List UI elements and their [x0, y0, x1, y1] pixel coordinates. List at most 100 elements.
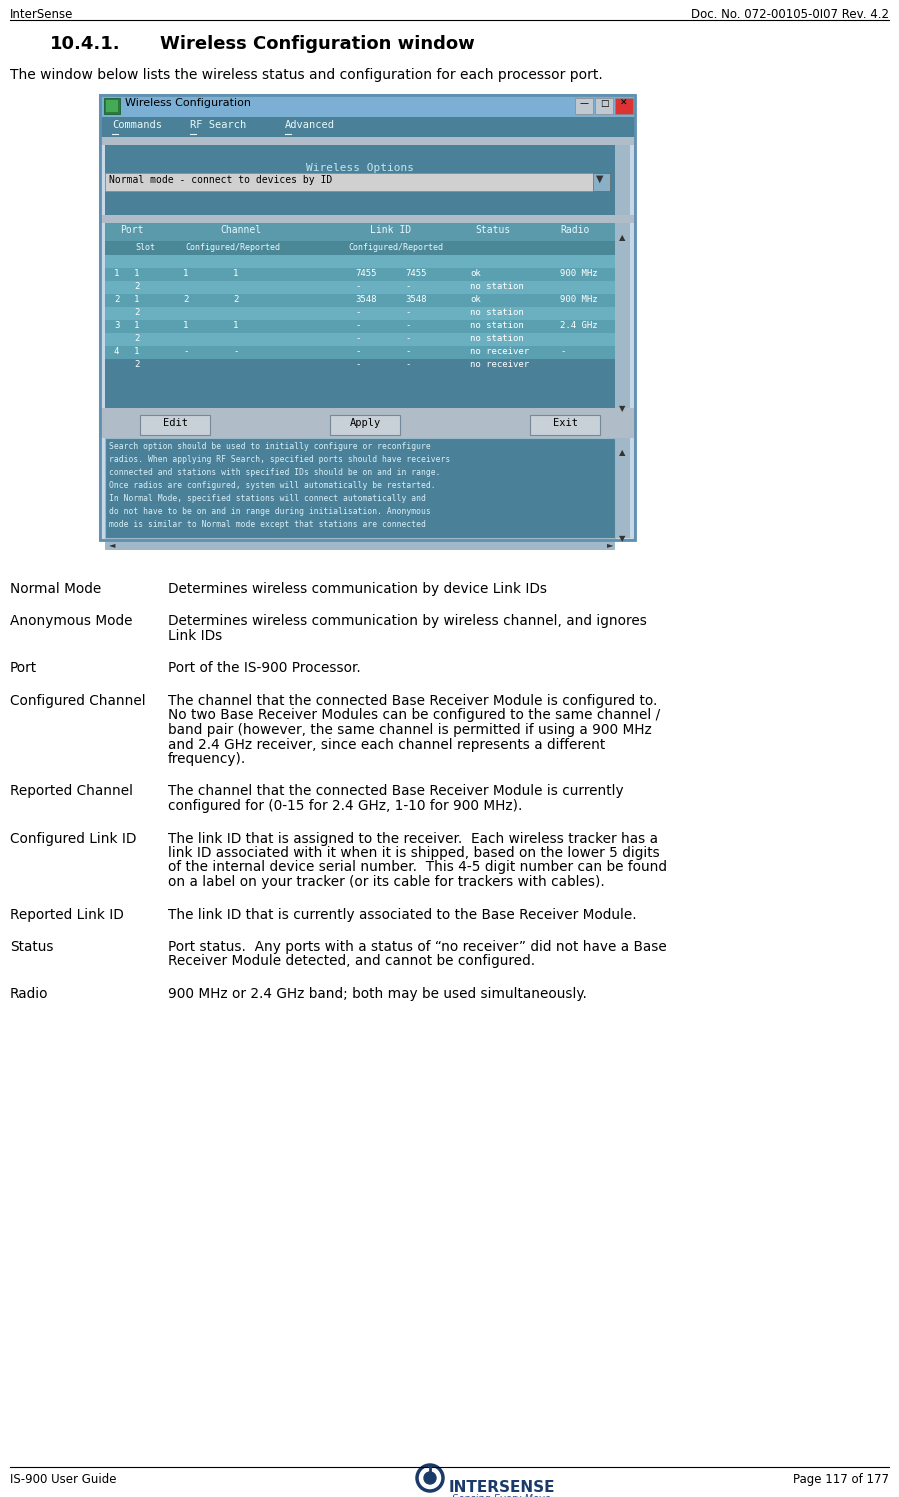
Text: Determines wireless communication by wireless channel, and ignores: Determines wireless communication by wir…	[168, 614, 647, 629]
Text: Status: Status	[10, 940, 54, 954]
Text: -: -	[355, 308, 360, 317]
Bar	[100, 117, 635, 138]
Text: Link ID: Link ID	[370, 225, 411, 235]
Text: 10.4.1.: 10.4.1.	[50, 34, 120, 52]
Bar	[100, 415, 635, 439]
Bar	[100, 94, 635, 117]
Bar	[105, 293, 615, 307]
Text: Search option should be used to initially configure or reconfigure: Search option should be used to initiall…	[109, 442, 431, 451]
Text: Advanced: Advanced	[285, 120, 335, 130]
Text: Exit: Exit	[553, 418, 577, 428]
Text: Apply: Apply	[350, 418, 380, 428]
Text: of the internal device serial number.  This 4-5 digit number can be found: of the internal device serial number. Th…	[168, 861, 667, 874]
Bar	[595, 97, 613, 114]
Text: 2.4 GHz: 2.4 GHz	[560, 320, 598, 329]
Bar	[100, 409, 635, 415]
Text: ▲: ▲	[619, 234, 625, 243]
Text: ok: ok	[470, 295, 481, 304]
Text: 1: 1	[134, 295, 139, 304]
Bar	[105, 223, 615, 409]
Text: Wireless Configuration window: Wireless Configuration window	[160, 34, 475, 52]
Text: 2: 2	[134, 281, 139, 290]
Text: No two Base Receiver Modules can be configured to the same channel /: No two Base Receiver Modules can be conf…	[168, 708, 660, 723]
Circle shape	[424, 1472, 436, 1484]
Text: IS-900 User Guide: IS-900 User Guide	[10, 1473, 117, 1487]
Text: 1: 1	[183, 269, 189, 278]
Text: ▼: ▼	[596, 174, 604, 184]
Text: radios. When applying RF Search, specified ports should have receivers: radios. When applying RF Search, specifi…	[109, 455, 450, 464]
Text: Normal mode - connect to devices by ID: Normal mode - connect to devices by ID	[109, 175, 333, 186]
Text: 2: 2	[183, 295, 189, 304]
Text: Receiver Module detected, and cannot be configured.: Receiver Module detected, and cannot be …	[168, 955, 535, 969]
Bar	[575, 97, 593, 114]
Text: Edit: Edit	[163, 418, 188, 428]
Text: Configured Channel: Configured Channel	[10, 695, 146, 708]
Text: 4: 4	[114, 347, 120, 356]
Bar	[615, 97, 633, 114]
Text: -: -	[405, 320, 410, 329]
Text: 1: 1	[134, 347, 139, 356]
Bar	[105, 174, 595, 192]
Text: ◄: ◄	[109, 540, 115, 549]
Text: Wireless Configuration: Wireless Configuration	[125, 97, 251, 108]
Text: Configured/Reported: Configured/Reported	[348, 243, 443, 251]
Text: The channel that the connected Base Receiver Module is configured to.: The channel that the connected Base Rece…	[168, 695, 657, 708]
Text: 2: 2	[233, 295, 238, 304]
Text: connected and stations with specified IDs should be on and in range.: connected and stations with specified ID…	[109, 469, 441, 478]
Text: Doc. No. 072-00105-0I07 Rev. 4.2: Doc. No. 072-00105-0I07 Rev. 4.2	[691, 7, 889, 21]
Text: 1: 1	[134, 269, 139, 278]
Text: Configured/Reported: Configured/Reported	[185, 243, 280, 251]
Bar	[615, 145, 630, 216]
Text: -: -	[405, 359, 410, 368]
Text: no station: no station	[470, 281, 524, 290]
Text: InterSense: InterSense	[10, 7, 74, 21]
Text: 7455: 7455	[355, 269, 377, 278]
Text: Port: Port	[10, 662, 37, 675]
Bar	[105, 281, 615, 293]
Bar	[105, 145, 615, 216]
Text: ▲: ▲	[619, 448, 625, 457]
Text: The window below lists the wireless status and configuration for each processor : The window below lists the wireless stat…	[10, 67, 602, 82]
Text: 1: 1	[134, 320, 139, 329]
Text: 7455: 7455	[405, 269, 426, 278]
Bar	[615, 439, 630, 537]
Text: -: -	[405, 308, 410, 317]
Text: 3548: 3548	[405, 295, 426, 304]
Text: Channel: Channel	[220, 225, 261, 235]
Bar	[105, 537, 615, 549]
Bar	[105, 307, 615, 320]
Text: Commands: Commands	[112, 120, 162, 130]
Text: The channel that the connected Base Receiver Module is currently: The channel that the connected Base Rece…	[168, 784, 624, 798]
Bar	[105, 332, 615, 346]
Text: 1: 1	[233, 269, 238, 278]
Text: 1: 1	[183, 320, 189, 329]
Text: -: -	[405, 281, 410, 290]
Text: 900 MHz or 2.4 GHz band; both may be used simultaneously.: 900 MHz or 2.4 GHz band; both may be use…	[168, 987, 587, 1001]
Bar	[100, 216, 635, 223]
Bar	[105, 346, 615, 359]
Bar	[106, 100, 118, 112]
Text: do not have to be on and in range during initialisation. Anonymous: do not have to be on and in range during…	[109, 507, 431, 516]
Text: frequency).: frequency).	[168, 751, 246, 766]
Text: link ID associated with it when it is shipped, based on the lower 5 digits: link ID associated with it when it is sh…	[168, 846, 660, 859]
Text: -: -	[355, 347, 360, 356]
Text: no station: no station	[470, 334, 524, 343]
Text: —: —	[580, 99, 589, 108]
Text: configured for (0-15 for 2.4 GHz, 1-10 for 900 MHz).: configured for (0-15 for 2.4 GHz, 1-10 f…	[168, 799, 522, 813]
Bar	[105, 268, 615, 281]
Bar	[615, 223, 630, 409]
Text: -: -	[355, 359, 360, 368]
Bar	[105, 254, 615, 268]
Text: band pair (however, the same channel is permitted if using a 900 MHz: band pair (however, the same channel is …	[168, 723, 652, 737]
Text: 1: 1	[233, 320, 238, 329]
Bar	[100, 94, 635, 540]
Text: mode is similar to Normal mode except that stations are connected: mode is similar to Normal mode except th…	[109, 519, 426, 528]
Text: no receiver: no receiver	[470, 347, 530, 356]
Bar	[104, 97, 120, 114]
Text: ✕: ✕	[620, 99, 628, 108]
Text: 900 MHz: 900 MHz	[560, 295, 598, 304]
Text: INTERSENSE: INTERSENSE	[449, 1481, 556, 1496]
Text: on a label on your tracker (or its cable for trackers with cables).: on a label on your tracker (or its cable…	[168, 876, 605, 889]
Text: Sensing Every Move: Sensing Every Move	[452, 1494, 550, 1497]
Text: Radio: Radio	[560, 225, 590, 235]
